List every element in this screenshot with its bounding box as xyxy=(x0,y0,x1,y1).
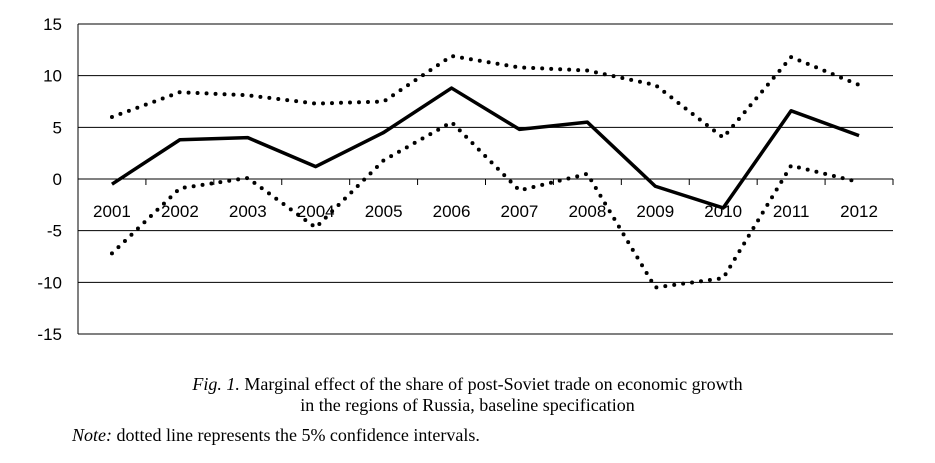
y-tick-label: -10 xyxy=(37,273,62,292)
figure-note: Note: dotted line represents the 5% conf… xyxy=(72,425,480,446)
figure-caption-text: Marginal effect of the share of post-Sov… xyxy=(239,374,743,394)
x-tick-label: 2012 xyxy=(840,202,878,221)
y-tick-label: 10 xyxy=(43,67,62,86)
x-tick-label: 2007 xyxy=(501,202,539,221)
note-text: dotted line represents the 5% confidence… xyxy=(112,425,480,445)
figure-label: Fig. 1. xyxy=(192,374,240,394)
x-tick-label: 2009 xyxy=(636,202,674,221)
y-tick-label: -5 xyxy=(47,222,62,241)
marginal-effect-line xyxy=(111,86,860,210)
x-tick-label: 2008 xyxy=(568,202,606,221)
y-tick-label: 5 xyxy=(53,118,62,137)
note-label: Note: xyxy=(72,425,112,445)
figure-caption-line-1: Fig. 1. Marginal effect of the share of … xyxy=(0,374,935,395)
x-tick-label: 2006 xyxy=(433,202,471,221)
x-tick-label: 2004 xyxy=(297,202,335,221)
x-tick-label: 2002 xyxy=(161,202,199,221)
confidence-interval-line-1 xyxy=(109,54,862,140)
x-tick-label: 2003 xyxy=(229,202,267,221)
y-tick-label: 0 xyxy=(53,170,62,189)
x-tick-label: 2001 xyxy=(93,202,131,221)
y-tick-label: 15 xyxy=(43,15,62,34)
confidence-interval-line-2 xyxy=(109,120,862,290)
x-tick-label: 2005 xyxy=(365,202,403,221)
line-chart: 15 10 5 0 -5 -10 -15 2001 2002 2003 2004 2005 2006 20… xyxy=(37,15,894,344)
figure-caption-line-2: in the regions of Russia, baseline speci… xyxy=(300,395,635,415)
x-tick-label: 2010 xyxy=(704,202,742,221)
y-tick-label: -15 xyxy=(37,325,62,344)
x-tick-label: 2011 xyxy=(773,202,810,221)
